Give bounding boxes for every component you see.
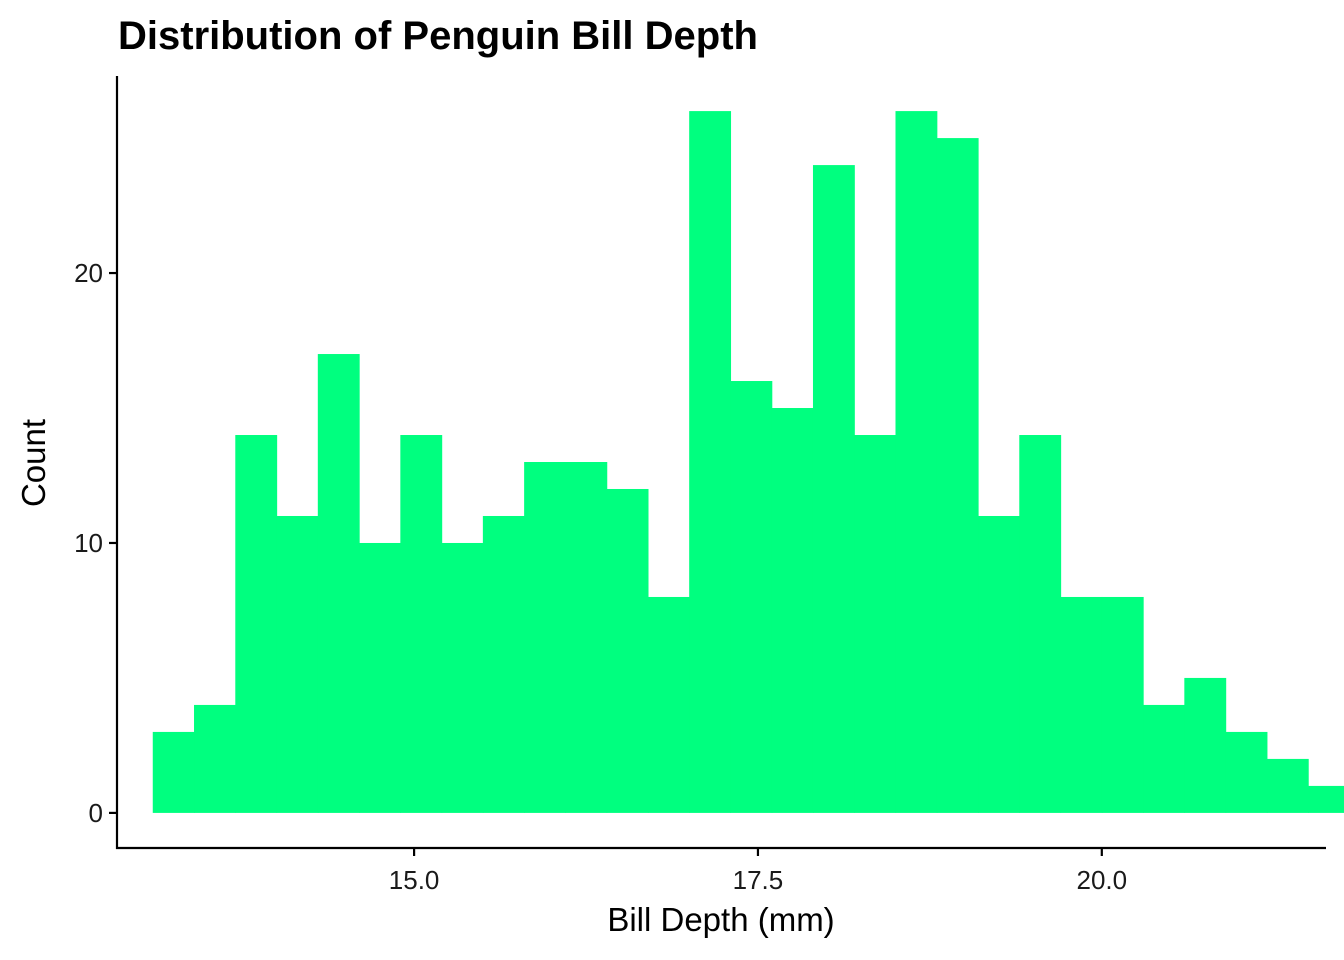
- histogram-bar: [359, 542, 401, 813]
- x-tick-label: 15.0: [389, 865, 440, 895]
- x-tick-label: 20.0: [1077, 865, 1128, 895]
- histogram-bar: [1266, 758, 1309, 813]
- histogram-bar: [235, 435, 278, 813]
- histogram-bar: [771, 408, 814, 813]
- histogram-bar: [1184, 677, 1227, 813]
- histogram-bar: [400, 435, 443, 813]
- histogram-bar: [730, 381, 773, 813]
- histogram-bar: [152, 731, 195, 813]
- x-tick-label: 17.5: [733, 865, 784, 895]
- histogram-bar: [854, 435, 897, 813]
- histogram-bar: [1019, 435, 1062, 813]
- x-axis-ticks: 15.0 17.5 20.0: [389, 848, 1127, 895]
- histogram-bar: [524, 462, 566, 813]
- histogram-bar: [565, 462, 608, 813]
- x-axis-label: Bill Depth (mm): [607, 901, 834, 938]
- histogram-bar: [812, 165, 855, 813]
- histogram-bar: [647, 596, 690, 813]
- histogram-bar: [1060, 596, 1103, 813]
- y-tick-label: 20: [74, 258, 103, 288]
- histogram-bar: [194, 704, 236, 813]
- histogram-bar: [936, 138, 979, 813]
- histogram-bar: [441, 542, 484, 813]
- histogram-bar: [1308, 785, 1344, 813]
- histogram-bar: [1101, 596, 1144, 813]
- histogram-bar: [482, 515, 525, 813]
- histogram-bar: [978, 515, 1020, 813]
- y-axis-label: Count: [15, 419, 52, 507]
- histogram-bars: [152, 111, 1344, 813]
- chart-title: Distribution of Penguin Bill Depth: [118, 14, 758, 58]
- histogram-bar: [1225, 731, 1268, 813]
- y-axis-ticks: 0 10 20: [74, 258, 117, 828]
- y-tick-label: 10: [74, 528, 103, 558]
- histogram-bar: [1143, 704, 1185, 813]
- y-tick-label: 0: [89, 798, 103, 828]
- histogram-bar: [895, 111, 938, 813]
- histogram-bar: [606, 488, 649, 813]
- histogram-bar: [689, 111, 732, 813]
- histogram-bar: [317, 354, 360, 813]
- histogram-bar: [276, 515, 319, 813]
